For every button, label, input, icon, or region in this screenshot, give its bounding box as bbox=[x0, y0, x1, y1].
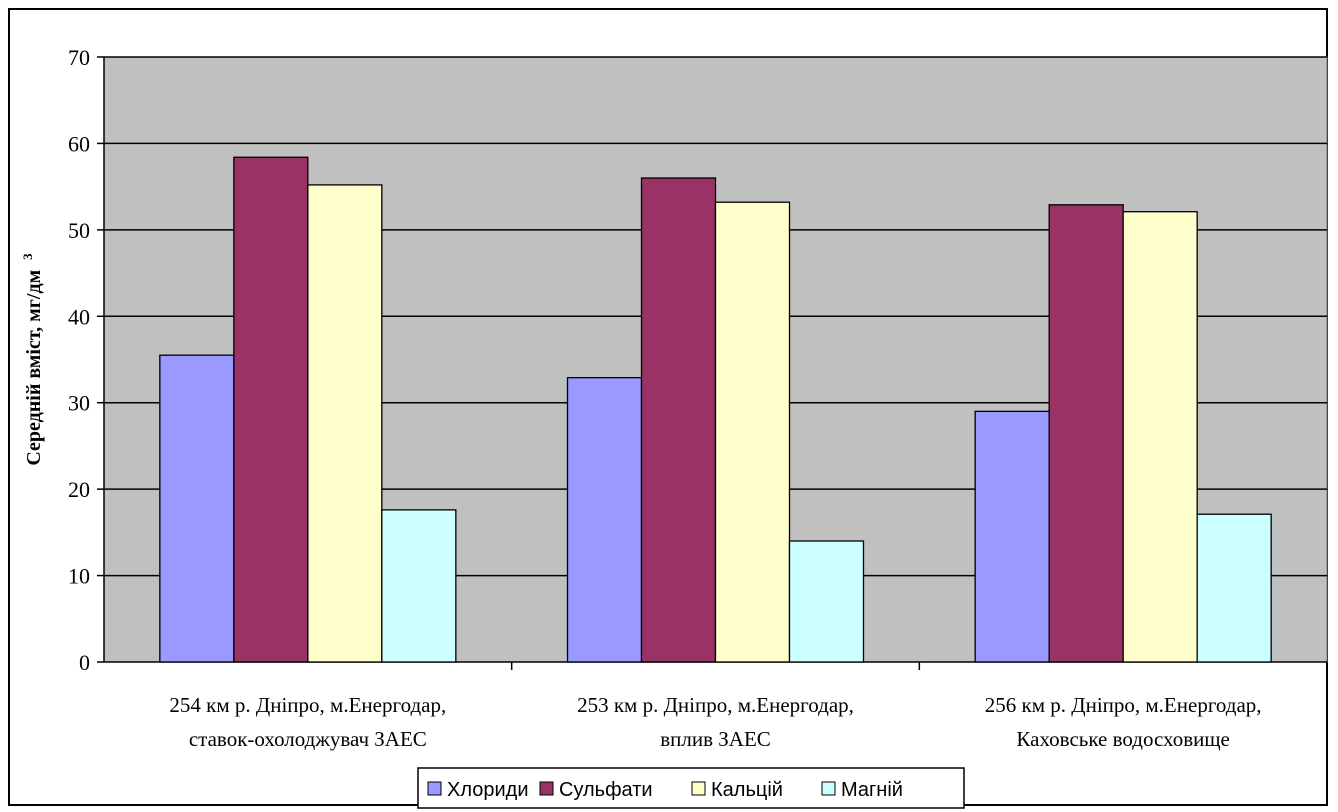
bar-магній bbox=[381, 509, 457, 663]
y-tick-label: 0 bbox=[79, 650, 90, 675]
y-tick-label: 20 bbox=[68, 477, 90, 502]
legend-label: Магній bbox=[841, 779, 903, 801]
x-category-label: вплив ЗАЕС bbox=[660, 727, 771, 751]
y-axis-label-superscript: 3 bbox=[20, 253, 35, 260]
legend-swatch bbox=[427, 781, 442, 796]
y-tick-label: 60 bbox=[68, 131, 90, 156]
bar-кальцій bbox=[714, 201, 791, 663]
x-category-label: 254 км р. Дніпро, м.Енергодар, bbox=[169, 693, 446, 717]
y-tick-label: 50 bbox=[68, 218, 90, 243]
legend-label: Кальцій bbox=[711, 779, 783, 801]
legend-swatch bbox=[821, 781, 836, 796]
bar-хлориди bbox=[159, 354, 235, 663]
bar-хлориди bbox=[566, 376, 643, 663]
bar-хлориди bbox=[974, 410, 1050, 663]
bar-магній bbox=[788, 540, 865, 663]
y-axis-label: Середній вміст, мг/дм3 bbox=[20, 253, 45, 466]
bar-сульфати bbox=[233, 156, 309, 663]
x-category-label: 253 км р. Дніпро, м.Енергодар, bbox=[577, 693, 854, 717]
y-tick-label: 10 bbox=[68, 564, 90, 589]
bar-кальцій bbox=[1122, 211, 1198, 663]
bar-сульфати bbox=[640, 177, 717, 663]
legend-label: Хлориди bbox=[447, 779, 529, 801]
x-category-label: ставок-охолоджувач ЗАЕС bbox=[189, 727, 427, 751]
y-tick-label: 30 bbox=[68, 391, 90, 416]
legend-label: Сульфати bbox=[559, 779, 653, 801]
legend-swatch bbox=[691, 781, 706, 796]
y-tick-label: 70 bbox=[68, 45, 90, 70]
bar-сульфати bbox=[1048, 204, 1124, 663]
bar-кальцій bbox=[307, 184, 383, 663]
x-category-label: 256 км р. Дніпро, м.Енергодар, bbox=[985, 693, 1262, 717]
y-tick-label: 40 bbox=[68, 304, 90, 329]
x-category-label: Каховське водосховище bbox=[1016, 727, 1229, 751]
legend-box bbox=[417, 767, 965, 809]
legend-swatch bbox=[539, 781, 554, 796]
bar-магній bbox=[1196, 513, 1272, 663]
